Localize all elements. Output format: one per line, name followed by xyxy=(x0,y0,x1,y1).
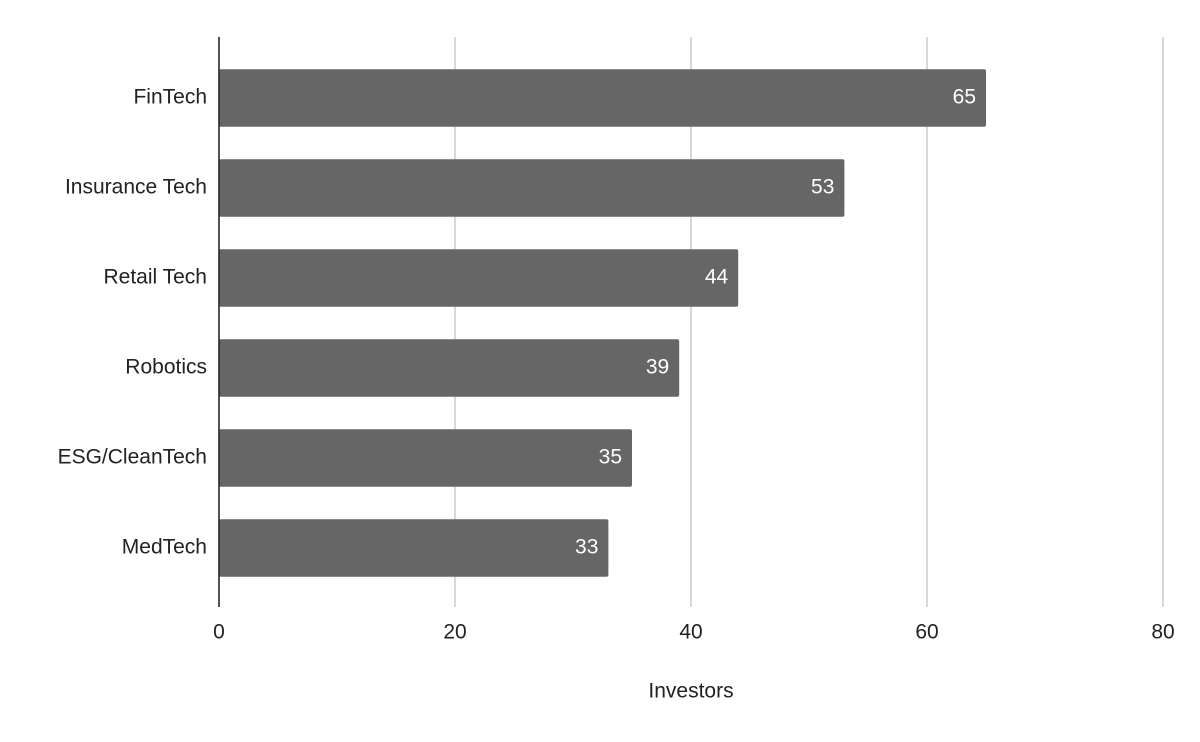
data-label: 33 xyxy=(575,536,598,559)
x-tick-label: 40 xyxy=(679,621,702,644)
data-label: 35 xyxy=(599,446,622,469)
data-label: 44 xyxy=(705,266,729,289)
x-axis-label: Investors xyxy=(648,680,733,703)
bar xyxy=(219,429,632,487)
y-tick-label: ESG/CleanTech xyxy=(58,446,207,469)
data-label: 65 xyxy=(953,86,976,109)
y-tick-label: Robotics xyxy=(125,356,207,379)
y-tick-label: FinTech xyxy=(133,86,207,109)
bar xyxy=(219,339,680,397)
x-tick-label: 20 xyxy=(443,621,466,644)
bar xyxy=(219,69,986,127)
bar xyxy=(219,249,739,307)
bar xyxy=(219,519,609,577)
bar xyxy=(219,159,845,217)
y-tick-label: Retail Tech xyxy=(103,266,207,289)
x-tick-label: 60 xyxy=(915,621,938,644)
y-tick-label: MedTech xyxy=(122,536,207,559)
y-tick-label: Insurance Tech xyxy=(65,176,207,199)
x-tick-label: 0 xyxy=(213,621,225,644)
x-tick-label: 80 xyxy=(1151,621,1174,644)
data-label: 39 xyxy=(646,356,669,379)
data-label: 53 xyxy=(811,176,834,199)
